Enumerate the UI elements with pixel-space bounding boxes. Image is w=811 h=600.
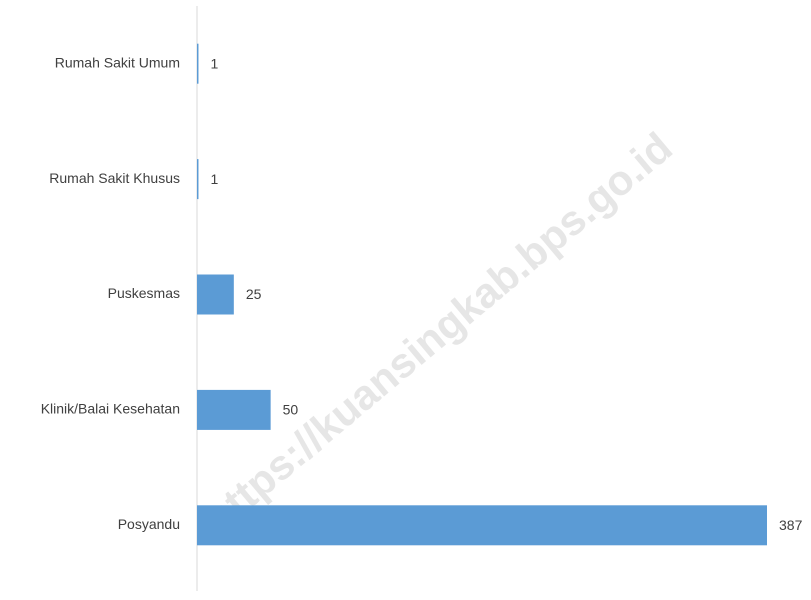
data-label: 25: [246, 286, 262, 302]
watermark: https://kuansingkab.bps.go.id: [195, 123, 681, 541]
bar: [197, 505, 767, 546]
data-label: 1: [210, 55, 218, 71]
y-tick-label: Puskesmas: [108, 285, 180, 301]
bar: [197, 274, 234, 315]
data-label: 50: [283, 402, 299, 418]
y-tick-label: Rumah Sakit Khusus: [49, 170, 180, 186]
bar: [197, 389, 271, 430]
data-label: 387: [779, 517, 803, 533]
data-label: 1: [210, 171, 218, 187]
y-tick-label: Posyandu: [118, 516, 180, 532]
bar: [197, 159, 199, 200]
bar: [197, 43, 199, 84]
y-tick-label: Klinik/Balai Kesehatan: [41, 401, 180, 417]
y-tick-label: Rumah Sakit Umum: [55, 54, 180, 70]
